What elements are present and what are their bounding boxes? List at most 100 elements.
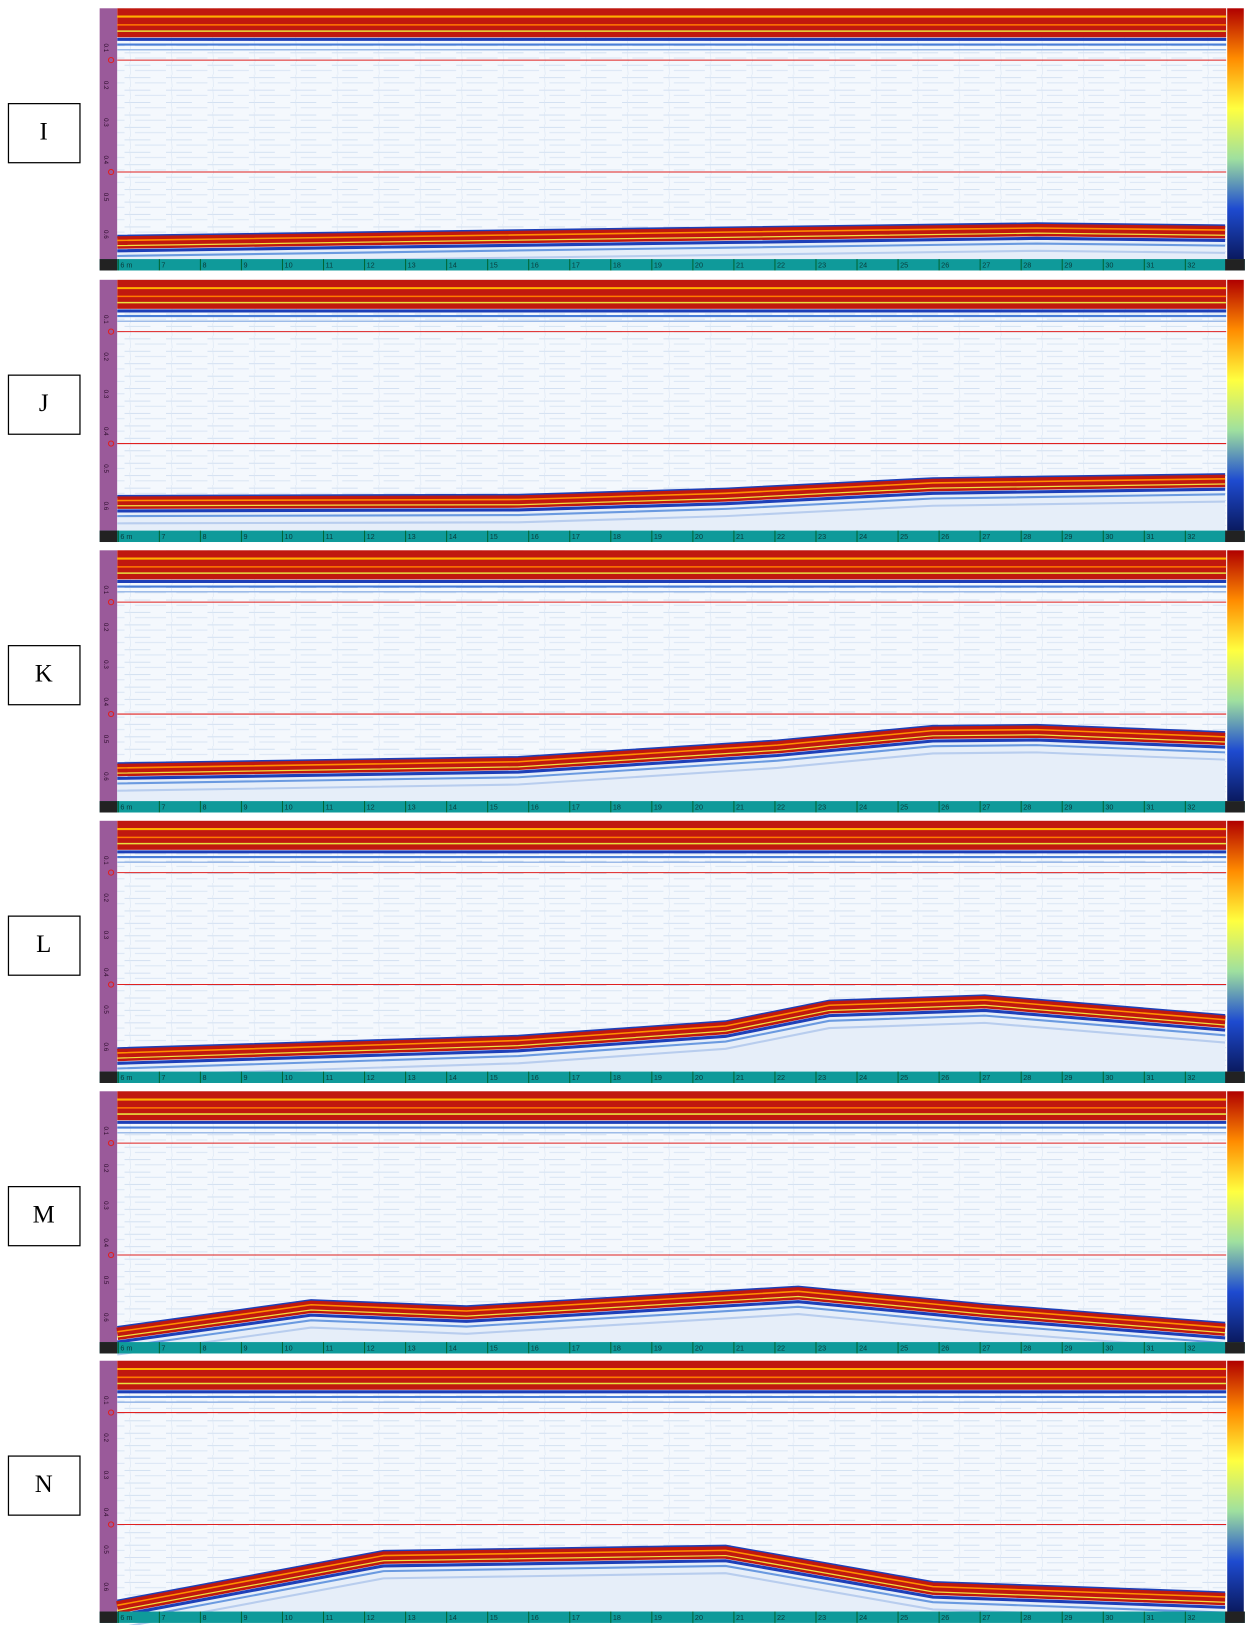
depth-label: 0.4: [102, 155, 109, 164]
distance-label: 6 m: [120, 532, 132, 541]
distance-label: 27: [982, 1073, 990, 1082]
distance-label: 20: [695, 1343, 703, 1352]
distance-label: 32: [1187, 260, 1195, 269]
distance-label: 9: [244, 1613, 248, 1622]
distance-label: 9: [244, 260, 248, 269]
distance-label: 15: [490, 1613, 498, 1622]
distance-label: 9: [244, 1073, 248, 1082]
distance-label: 8: [202, 260, 206, 269]
distance-label: 29: [1064, 260, 1072, 269]
surface-band: [117, 550, 1226, 579]
distance-label: 30: [1105, 802, 1113, 811]
panel-label: K: [35, 660, 53, 687]
distance-label: 19: [654, 1613, 662, 1622]
distance-label: 26: [941, 802, 949, 811]
depth-label: 0.5: [102, 735, 109, 744]
distance-label: 12: [367, 1343, 375, 1352]
distance-label: 25: [900, 1343, 908, 1352]
distance-label: 20: [695, 1613, 703, 1622]
distance-label: 10: [285, 260, 293, 269]
distance-label: 8: [202, 1073, 206, 1082]
depth-label: 0.1: [102, 856, 109, 865]
depth-label: 0.1: [102, 315, 109, 324]
distance-label: 12: [367, 802, 375, 811]
distance-label: 23: [818, 532, 826, 541]
distance-label: 26: [941, 1073, 949, 1082]
distance-label: 32: [1187, 802, 1195, 811]
distance-label: 32: [1187, 532, 1195, 541]
axis-end: [100, 1612, 118, 1623]
distance-label: 20: [695, 532, 703, 541]
figure: I0.10.20.30.40.50.66 m789101112131415161…: [0, 0, 1245, 1625]
distance-label: 10: [285, 1613, 293, 1622]
distance-label: 10: [285, 532, 293, 541]
distance-label: 18: [613, 260, 621, 269]
distance-label: 22: [777, 1343, 785, 1352]
panel-label: L: [36, 931, 51, 958]
distance-label: 28: [1023, 532, 1031, 541]
depth-label: 0.1: [102, 1396, 109, 1405]
depth-label: 0.4: [102, 1238, 109, 1247]
distance-label: 14: [449, 1613, 457, 1622]
surface-band: [117, 821, 1226, 850]
panel-label: N: [35, 1471, 53, 1498]
distance-label: 27: [982, 802, 990, 811]
distance-label: 22: [777, 1613, 785, 1622]
distance-label: 22: [777, 260, 785, 269]
distance-label: 17: [572, 260, 580, 269]
distance-label: 7: [161, 532, 165, 541]
distance-label: 14: [449, 1343, 457, 1352]
distance-label: 7: [161, 260, 165, 269]
axis-end: [100, 801, 118, 812]
distance-label: 21: [736, 802, 744, 811]
distance-label: 11: [326, 1073, 334, 1082]
distance-label: 7: [161, 1613, 165, 1622]
distance-label: 18: [613, 1343, 621, 1352]
distance-label: 16: [531, 1613, 539, 1622]
panel-label: M: [33, 1201, 55, 1228]
distance-label: 16: [531, 802, 539, 811]
distance-label: 8: [202, 1613, 206, 1622]
distance-label: 8: [202, 802, 206, 811]
distance-label: 21: [736, 532, 744, 541]
distance-label: 7: [161, 1343, 165, 1352]
distance-label: 22: [777, 532, 785, 541]
distance-label: 24: [859, 802, 867, 811]
distance-label: 6 m: [120, 1073, 132, 1082]
radargram-panel: I0.10.20.30.40.50.66 m789101112131415161…: [8, 8, 1244, 270]
axis-end: [100, 1072, 118, 1083]
depth-label: 0.2: [102, 1433, 109, 1442]
depth-label: 0.1: [102, 44, 109, 53]
distance-label: 18: [613, 802, 621, 811]
depth-label: 0.4: [102, 1508, 109, 1517]
radargram-panel: N0.10.20.30.40.50.66 m789101112131415161…: [8, 1361, 1244, 1625]
distance-label: 28: [1023, 1613, 1031, 1622]
distance-label: 6 m: [120, 1613, 132, 1622]
distance-label: 25: [900, 260, 908, 269]
distance-label: 26: [941, 1613, 949, 1622]
distance-label: 6 m: [120, 1343, 132, 1352]
distance-label: 21: [736, 260, 744, 269]
depth-label: 0.5: [102, 464, 109, 473]
depth-label: 0.1: [102, 1127, 109, 1136]
distance-label: 18: [613, 532, 621, 541]
axis-end: [1225, 531, 1245, 542]
panel-label: J: [39, 390, 49, 417]
axis-end: [100, 531, 118, 542]
depth-label: 0.4: [102, 968, 109, 977]
axis-end: [1225, 259, 1245, 270]
axis-bar: [100, 1342, 1245, 1353]
distance-label: 15: [490, 1073, 498, 1082]
distance-label: 27: [982, 532, 990, 541]
distance-label: 11: [326, 260, 334, 269]
depth-label: 0.3: [102, 1471, 109, 1480]
distance-label: 24: [859, 260, 867, 269]
depth-label: 0.2: [102, 623, 109, 632]
distance-label: 28: [1023, 1073, 1031, 1082]
distance-label: 31: [1146, 1343, 1154, 1352]
distance-label: 16: [531, 532, 539, 541]
distance-label: 28: [1023, 1343, 1031, 1352]
distance-label: 29: [1064, 1073, 1072, 1082]
distance-label: 23: [818, 802, 826, 811]
distance-label: 31: [1146, 1613, 1154, 1622]
